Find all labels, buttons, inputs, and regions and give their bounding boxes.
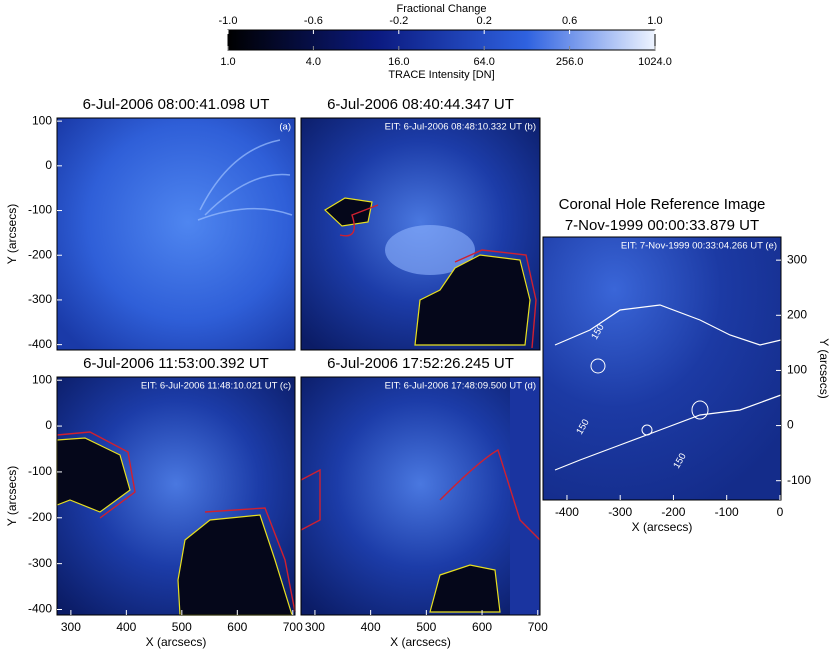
- panel-title: 6-Jul-2006 17:52:26.245 UT: [327, 355, 514, 372]
- contour: [204, 507, 296, 613]
- tick-label: -0.2: [389, 15, 408, 27]
- y-tick-label: -200: [28, 247, 52, 261]
- x-tick-label: 400: [116, 620, 136, 634]
- contour: [56, 431, 136, 519]
- tick-label: 1.0: [220, 56, 235, 68]
- tick-label: 0.2: [477, 15, 492, 27]
- panel-inset: (a): [279, 122, 291, 133]
- x-tick-label: -200: [661, 505, 685, 519]
- panel-inset: EIT: 6-Jul-2006 08:48:10.332 UT (b): [385, 122, 536, 133]
- y-tick-label: -200: [28, 510, 52, 524]
- x-axis-label: X (arcsecs): [632, 520, 693, 534]
- colorbar: [227, 29, 656, 51]
- x-tick-label: 300: [305, 620, 325, 634]
- dimming-region: [414, 254, 531, 346]
- frame: [300, 376, 541, 616]
- y-tick-label: 0: [787, 418, 794, 432]
- contour: [691, 400, 709, 420]
- dimming-region: [429, 564, 501, 613]
- y-tick-label: 100: [787, 363, 807, 377]
- tick-label: -0.6: [304, 15, 323, 27]
- frame: [56, 117, 296, 351]
- y-tick-label: -100: [28, 464, 52, 478]
- image-e: [543, 237, 781, 500]
- y-tick-label: 0: [45, 418, 52, 432]
- tick-label: 256.0: [556, 56, 584, 68]
- x-tick-label: 500: [416, 620, 436, 634]
- image-edge: [510, 377, 540, 615]
- x-tick-label: 300: [61, 620, 81, 634]
- dimming-region: [177, 514, 293, 616]
- y-tick-label: -400: [28, 602, 52, 616]
- brightening: [385, 225, 475, 275]
- x-axis-label: X (arcsecs): [390, 635, 451, 649]
- panel-inset: EIT: 6-Jul-2006 17:48:09.500 UT (d): [385, 381, 536, 392]
- x-tick-label: -100: [715, 505, 739, 519]
- tick-label: 1.0: [647, 15, 662, 27]
- loops: [197, 139, 293, 221]
- panel-inset: EIT: 7-Nov-1999 00:33:04.266 UT (e): [621, 241, 777, 252]
- panel-title: 6-Jul-2006 08:00:41.098 UT: [83, 96, 270, 113]
- colorbar-title: TRACE Intensity [DN]: [388, 69, 494, 81]
- tick-label: 1024.0: [638, 56, 672, 68]
- image-a: [57, 118, 295, 350]
- y-axis-label: Y (arcsecs): [817, 338, 830, 398]
- panel-title: 6-Jul-2006 11:53:00.392 UT: [83, 355, 269, 372]
- x-tick-label: 400: [361, 620, 381, 634]
- y-axis-label: Y (arcsecs): [5, 204, 19, 264]
- contour: [339, 204, 379, 237]
- frame: [300, 117, 541, 351]
- tick-label: 4.0: [306, 56, 321, 68]
- image-d: [301, 377, 540, 615]
- y-tick-label: -100: [787, 473, 811, 487]
- panel-subtitle: 7-Nov-1999 00:00:33.879 UT: [565, 217, 759, 234]
- x-axis-label: X (arcsecs): [146, 635, 207, 649]
- x-tick-label: 600: [472, 620, 492, 634]
- x-tick-label: 600: [227, 620, 247, 634]
- y-tick-label: 200: [787, 307, 807, 321]
- images: [56, 118, 782, 616]
- panel-title: Coronal Hole Reference Image: [559, 196, 766, 213]
- tick-label: 0.6: [562, 15, 577, 27]
- x-tick-label: 0: [777, 505, 784, 519]
- x-tick-label: 700: [283, 620, 303, 634]
- contour: [300, 448, 541, 541]
- y-tick-label: -300: [28, 556, 52, 570]
- y-tick-label: -300: [28, 292, 52, 306]
- contour: [590, 358, 606, 374]
- tick-label: 16.0: [388, 56, 409, 68]
- contour: [454, 249, 537, 349]
- x-tick-label: 500: [172, 620, 192, 634]
- y-tick-label: 0: [45, 158, 52, 172]
- dimming-region: [324, 197, 373, 227]
- x-tick-label: -400: [555, 505, 579, 519]
- y-tick-label: 100: [32, 113, 52, 127]
- colorbar-title: Fractional Change: [397, 3, 487, 15]
- x-tick-label: -300: [608, 505, 632, 519]
- tick-label: -1.0: [219, 15, 238, 27]
- y-tick-label: 100: [32, 372, 52, 386]
- dimming-region: [56, 437, 131, 513]
- panel-title: 6-Jul-2006 08:40:44.347 UT: [327, 96, 514, 113]
- y-tick-label: 300: [787, 252, 807, 266]
- y-tick-label: -100: [28, 203, 52, 217]
- contour: [641, 424, 653, 436]
- frame: [542, 236, 782, 501]
- contour: [554, 304, 782, 471]
- tick-label: 64.0: [473, 56, 494, 68]
- frame: [56, 376, 296, 616]
- panel-inset: EIT: 6-Jul-2006 11:48:10.021 UT (c): [141, 381, 291, 392]
- y-tick-label: -400: [28, 337, 52, 351]
- y-axis-label: Y (arcsecs): [5, 466, 19, 526]
- x-tick-label: 700: [528, 620, 548, 634]
